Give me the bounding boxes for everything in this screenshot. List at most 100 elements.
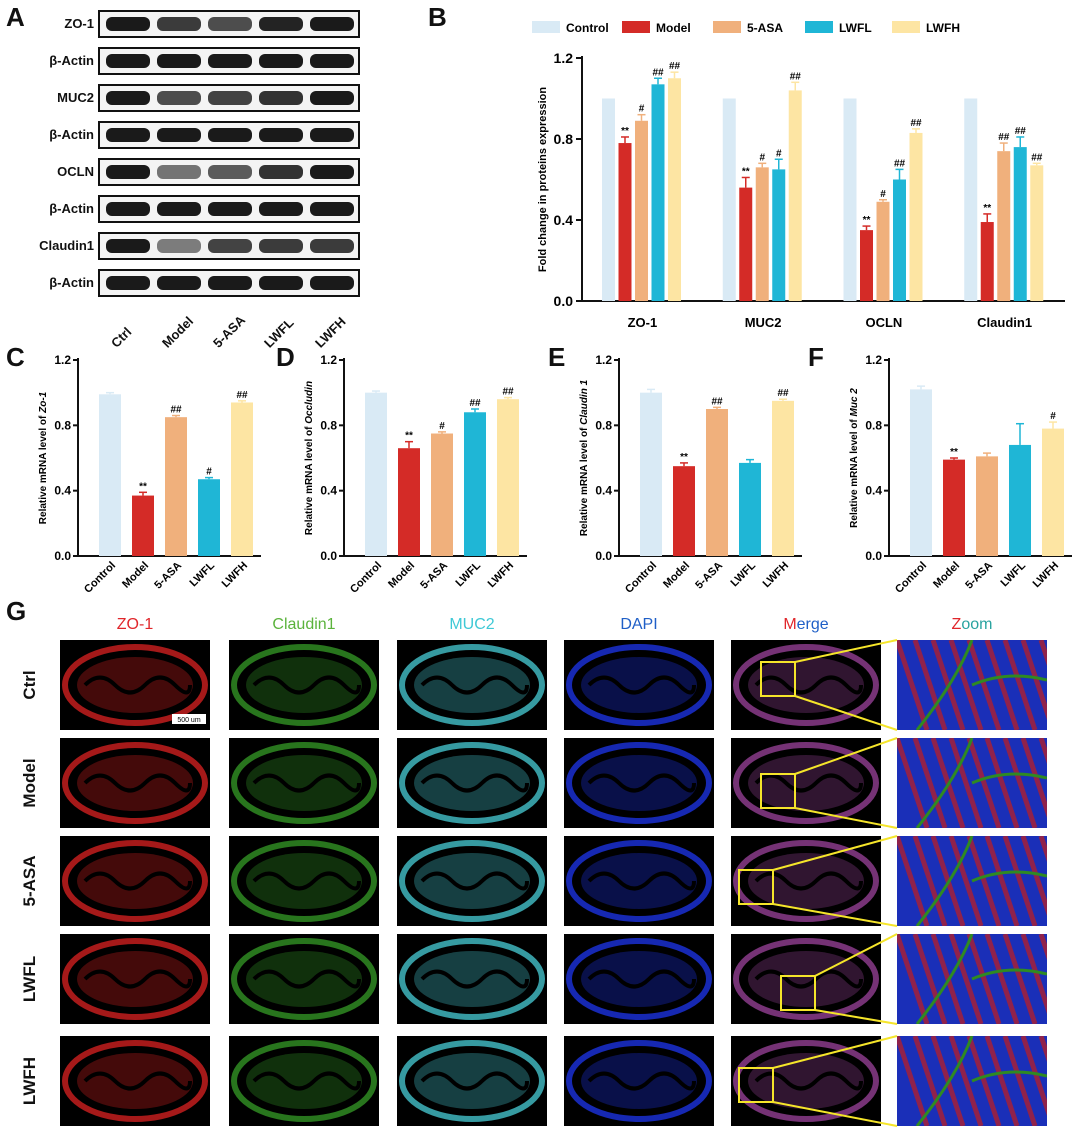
blot-row-label: β-Actin (49, 275, 94, 290)
lumen (587, 675, 696, 695)
tissue-section-drawing (733, 1040, 879, 1122)
y-axis-label-gene: Occludin (304, 381, 315, 424)
tissue-outline (566, 644, 712, 726)
bar (860, 230, 873, 301)
tissue-section-drawing: 500 um (62, 644, 208, 726)
fluorescence-image (60, 836, 210, 926)
legend-label: LWFH (926, 21, 960, 35)
crypt-stripe (948, 639, 984, 731)
tissue-outline (566, 938, 712, 1020)
tissue-outline (566, 742, 712, 824)
significance-mark: ** (863, 215, 871, 226)
blot-band (259, 91, 303, 105)
fluorescence-image (894, 737, 1074, 829)
crypt-stripe (984, 1035, 1020, 1127)
panel-letter-e: E (548, 342, 566, 372)
y-axis-label: Fold change in proteins expression (537, 87, 549, 272)
tissue-section-drawing (399, 938, 545, 1020)
crypt-stripe (894, 737, 930, 829)
significance-mark: ** (680, 452, 688, 463)
y-tick-label: 0.4 (554, 212, 574, 228)
bar (651, 84, 665, 301)
y-axis-label-gene: Zo-1 (38, 391, 49, 414)
significance-mark: ## (711, 396, 723, 407)
fluorescence-image (564, 934, 714, 1024)
y-axis-label-gene: Muc 2 (849, 388, 860, 417)
crypt-stripe (948, 933, 984, 1025)
bar (739, 462, 761, 556)
mrna-occludin-chart: 0.0 0.4 0.8 1.2 Relative mRNA level of Occlu… (304, 353, 527, 596)
y-axis-label: Relative mRNA level of Muc 2 (849, 388, 860, 528)
lumen (420, 1071, 529, 1091)
x-tick-label: Model (931, 560, 962, 591)
tissue-section-drawing (566, 1040, 712, 1122)
blot-band (208, 239, 252, 253)
bar (198, 479, 220, 556)
mrna-claudin1-chart: 0.0 0.4 0.8 1.2 Relative mRNA level of Claud… (579, 353, 802, 596)
lumen (754, 773, 863, 793)
bar (497, 399, 519, 556)
tissue-fill (581, 657, 697, 713)
zoom-region-box (738, 869, 774, 905)
significance-mark: # (776, 148, 782, 159)
blot-band (106, 128, 150, 142)
crypt-stripe (912, 639, 948, 731)
blot-lane-label: 5-ASA (210, 312, 249, 351)
tissue-fill (77, 951, 193, 1007)
blot-lane-label: Ctrl (108, 324, 135, 351)
tissue-outline (231, 644, 377, 726)
blot-lane-label: Model (159, 313, 197, 351)
x-tick-label: Control (893, 560, 929, 596)
blot-strip (98, 121, 360, 149)
blot-band (259, 54, 303, 68)
fluorescence-image (731, 1036, 881, 1126)
crypt-stripe (984, 639, 1020, 731)
tissue-outline (231, 938, 377, 1020)
y-tick-label: 0.0 (554, 293, 574, 309)
legend-swatch (892, 21, 920, 33)
tissue-fill (581, 853, 697, 909)
blot-band (208, 17, 252, 31)
blot-band (157, 165, 201, 179)
blot-strip (98, 269, 360, 297)
blot-strip (98, 84, 360, 112)
tissue-outline (399, 840, 545, 922)
blot-band (157, 239, 201, 253)
tissue-outline (399, 742, 545, 824)
tissue-fill (246, 755, 362, 811)
legend-label: Model (656, 21, 691, 35)
blot-band (157, 202, 201, 216)
fluorescence-image (229, 738, 379, 828)
panel-letter-d: D (276, 342, 295, 372)
blot-band (106, 54, 150, 68)
bar (893, 179, 906, 301)
fluorescence-column-title: Merge (731, 616, 881, 634)
tissue-section-drawing (894, 933, 1074, 1025)
lumen (754, 871, 863, 891)
column-title-part: Z (951, 616, 962, 633)
bar (618, 143, 632, 301)
panel-letter-f: F (808, 342, 824, 372)
significance-mark: # (439, 421, 445, 432)
blot-band (208, 202, 252, 216)
x-tick-label: OCLN (865, 315, 902, 330)
fluorescence-image (564, 738, 714, 828)
y-tick-label: 0.8 (865, 418, 882, 432)
crypt-stripe (948, 835, 984, 927)
fluorescence-image (397, 836, 547, 926)
y-tick-label: 0.4 (865, 484, 882, 498)
tissue-section-drawing (231, 742, 377, 824)
column-title-part: erge (796, 616, 829, 633)
tissue-section-drawing (399, 742, 545, 824)
panel-letter-c: C (6, 342, 25, 372)
tissue-fill (77, 1053, 193, 1109)
tissue-section-drawing (231, 840, 377, 922)
tissue-section-drawing (62, 840, 208, 922)
crypt-stripe (966, 835, 1002, 927)
x-tick-label: LWFL (187, 559, 217, 589)
tissue-section-drawing (62, 938, 208, 1020)
x-tick-label: LWFL (728, 559, 758, 589)
significance-mark: ** (983, 203, 991, 214)
tissue-section-drawing (894, 639, 1074, 731)
tissue-fill (414, 951, 530, 1007)
